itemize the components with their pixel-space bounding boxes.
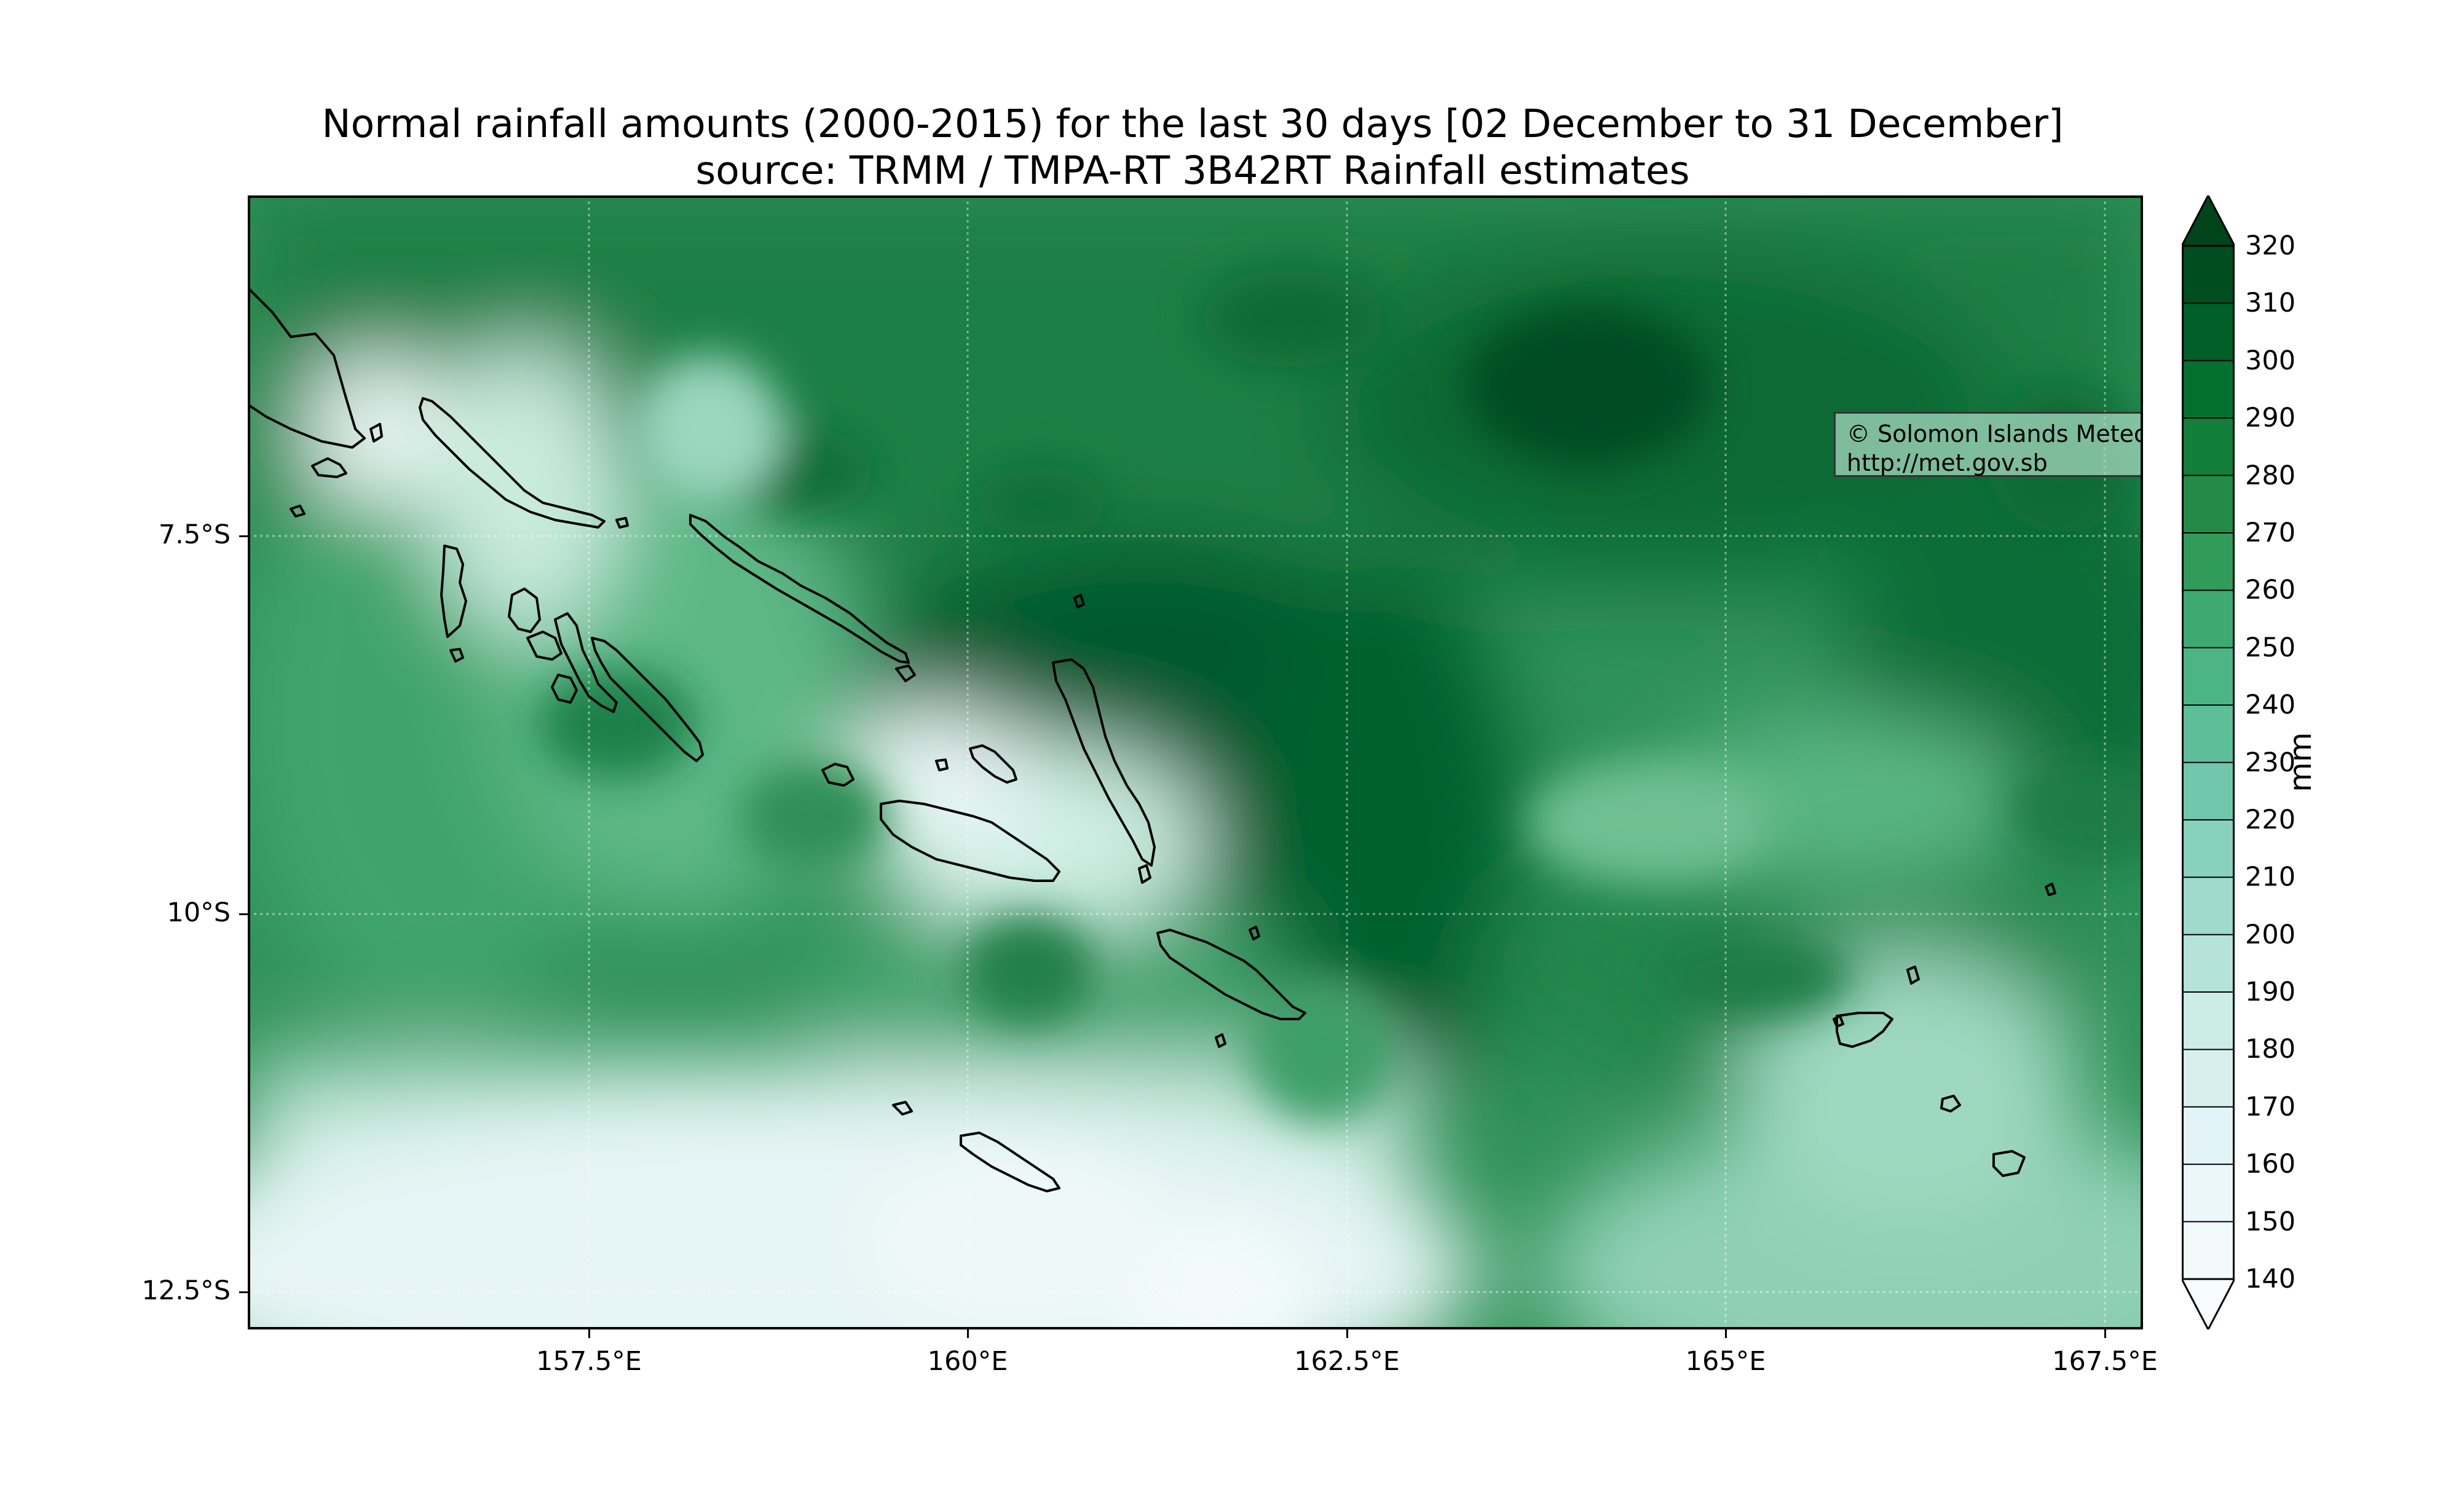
graticule <box>248 195 2143 1329</box>
credit-url: http://met.gov.sb <box>1847 449 2048 476</box>
colorbar-bin <box>2182 934 2235 993</box>
colorbar-extend-low <box>2182 1278 2235 1329</box>
colorbar-bin <box>2182 303 2235 361</box>
colorbar-tick-label: 290 <box>2245 403 2296 434</box>
colorbar-bin <box>2182 1106 2235 1165</box>
colorbar-bin <box>2182 532 2235 591</box>
colorbar-tick-label: 300 <box>2245 345 2296 376</box>
colorbar-bin <box>2182 475 2235 534</box>
colorbar-tick-label: 190 <box>2245 977 2296 1008</box>
colorbar-unit-label: mm <box>2283 732 2318 792</box>
rainfall-field <box>248 195 2143 1329</box>
lat-tick-label: 7.5°S <box>158 519 231 550</box>
lon-tick-mark <box>2104 1329 2106 1338</box>
lon-tick-label: 160°E <box>927 1346 1008 1377</box>
colorbar-bin <box>2182 992 2235 1050</box>
colorbar-tick-label: 310 <box>2245 288 2296 319</box>
lon-tick-label: 162.5°E <box>1294 1346 1400 1377</box>
lon-tick-mark <box>588 1329 590 1338</box>
lon-tick-mark <box>1725 1329 1727 1338</box>
lon-tick-label: 165°E <box>1685 1346 1766 1377</box>
lat-tick-mark <box>239 913 248 915</box>
colorbar-bin <box>2182 1221 2235 1280</box>
colorbar-bin <box>2182 1164 2235 1223</box>
colorbar-extend-high <box>2182 195 2235 247</box>
lat-tick-label: 12.5°S <box>141 1275 231 1306</box>
colorbar-tick-label: 200 <box>2245 919 2296 950</box>
lat-tick-label: 10°S <box>167 897 231 928</box>
colorbar-bin <box>2182 762 2235 821</box>
colorbar-bin <box>2182 360 2235 419</box>
colorbar-frame <box>2182 245 2235 1280</box>
lon-tick-label: 167.5°E <box>2052 1346 2158 1377</box>
credit-box: © Solomon Islands Meteorological Service… <box>1834 412 2143 477</box>
colorbar-bin <box>2182 418 2235 476</box>
lon-tick-label: 157.5°E <box>536 1346 642 1377</box>
colorbar-bin <box>2182 1049 2235 1108</box>
lon-tick-mark <box>1346 1329 1348 1338</box>
colorbar-tick-label: 220 <box>2245 804 2296 835</box>
coastlines <box>248 286 2056 1192</box>
colorbar-bin <box>2182 590 2235 648</box>
colorbar-tick-label: 140 <box>2245 1264 2296 1294</box>
rainfall-shading <box>248 195 2143 1329</box>
lat-tick-mark <box>239 1291 248 1293</box>
map-title-line-1: Normal rainfall amounts (2000-2015) for … <box>322 101 2064 146</box>
colorbar-bin <box>2182 819 2235 878</box>
colorbar-tick-label: 160 <box>2245 1149 2296 1180</box>
map-title-line-2: source: TRMM / TMPA-RT 3B42RT Rainfall e… <box>695 148 1690 193</box>
colorbar-tick-label: 260 <box>2245 575 2296 606</box>
colorbar-tick-label: 280 <box>2245 460 2296 491</box>
colorbar-tick-label: 250 <box>2245 632 2296 663</box>
colorbar-tick-label: 240 <box>2245 690 2296 721</box>
lon-tick-mark <box>967 1329 969 1338</box>
colorbar <box>2182 195 2235 1329</box>
colorbar-tick-label: 180 <box>2245 1034 2296 1065</box>
colorbar-tick-label: 150 <box>2245 1206 2296 1237</box>
colorbar-bin <box>2182 705 2235 763</box>
colorbar-tick-label: 170 <box>2245 1091 2296 1122</box>
colorbar-bin <box>2182 246 2235 304</box>
rainfall-map: © Solomon Islands Meteorological Service… <box>248 195 2143 1329</box>
credit-agency: © Solomon Islands Meteorological Service… <box>1847 420 2143 447</box>
colorbar-tick-label: 270 <box>2245 517 2296 548</box>
colorbar-bin <box>2182 647 2235 706</box>
colorbar-bin <box>2182 877 2235 935</box>
colorbar-tick-label: 210 <box>2245 862 2296 893</box>
colorbar-tick-label: 320 <box>2245 230 2296 261</box>
lat-tick-mark <box>239 535 248 537</box>
colorbar-tick-label: 230 <box>2245 747 2296 778</box>
